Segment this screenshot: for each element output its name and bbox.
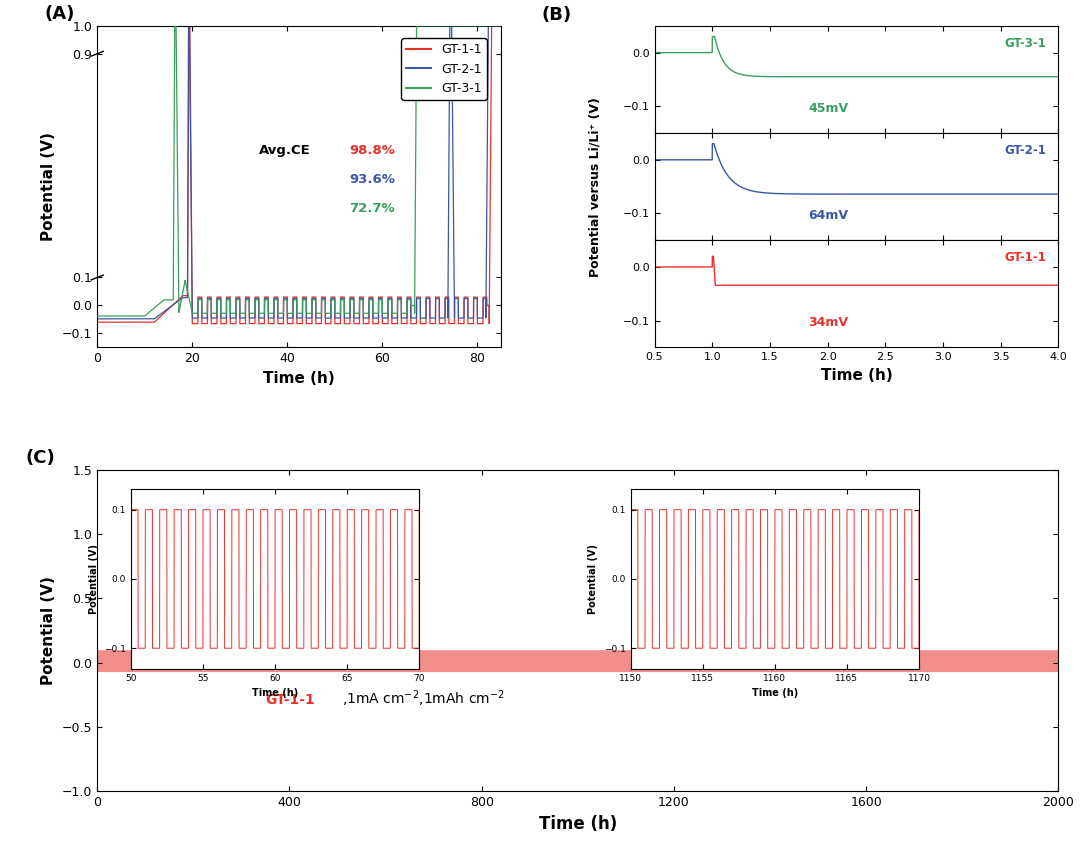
Text: 72.7%: 72.7% bbox=[350, 202, 395, 215]
Text: GT-1-1: GT-1-1 bbox=[1004, 251, 1047, 264]
Text: Potential versus Li/Li⁺ (V): Potential versus Li/Li⁺ (V) bbox=[589, 96, 602, 277]
Text: 64mV: 64mV bbox=[808, 209, 848, 222]
Text: 93.6%: 93.6% bbox=[350, 174, 395, 187]
Text: ,1mA cm$^{-2}$,1mAh cm$^{-2}$: ,1mA cm$^{-2}$,1mAh cm$^{-2}$ bbox=[342, 689, 505, 709]
Legend: GT-1-1, GT-2-1, GT-3-1: GT-1-1, GT-2-1, GT-3-1 bbox=[401, 39, 487, 100]
Y-axis label: Potential (V): Potential (V) bbox=[41, 576, 56, 685]
Text: Avg.CE: Avg.CE bbox=[259, 144, 310, 157]
Text: GT-1-1: GT-1-1 bbox=[266, 693, 315, 708]
Text: (C): (C) bbox=[25, 449, 55, 467]
Text: (A): (A) bbox=[44, 5, 76, 23]
Y-axis label: Potential (V): Potential (V) bbox=[41, 132, 56, 241]
X-axis label: Time (h): Time (h) bbox=[264, 371, 335, 386]
Text: 45mV: 45mV bbox=[808, 101, 848, 114]
Text: GT-3-1: GT-3-1 bbox=[1004, 36, 1047, 50]
X-axis label: Time (h): Time (h) bbox=[539, 814, 617, 832]
Text: (B): (B) bbox=[541, 6, 571, 24]
X-axis label: Time (h): Time (h) bbox=[821, 368, 892, 383]
Text: 34mV: 34mV bbox=[808, 316, 848, 329]
Text: 98.8%: 98.8% bbox=[350, 144, 395, 157]
Text: GT-2-1: GT-2-1 bbox=[1004, 144, 1047, 157]
